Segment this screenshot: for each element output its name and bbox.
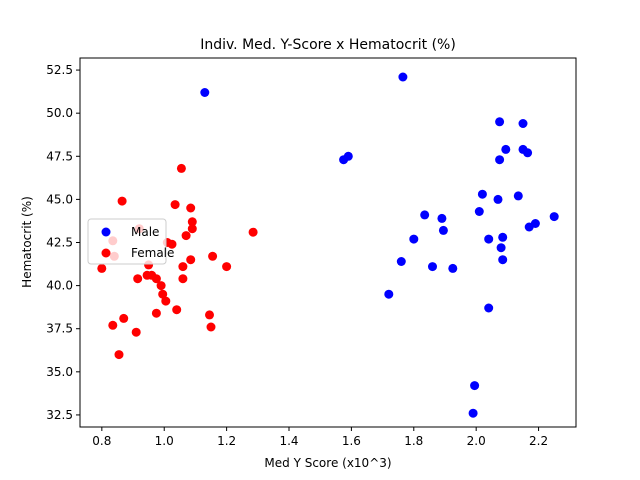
y-tick-label: 52.5 [46, 63, 73, 77]
female-point [158, 289, 168, 299]
x-tick-label: 1.2 [217, 434, 236, 448]
y-tick-label: 42.5 [46, 236, 73, 250]
male-point [484, 303, 494, 313]
male-point [518, 119, 528, 128]
y-axis-label: Hematocrit (%) [20, 196, 34, 288]
y-tick-label: 32.5 [46, 408, 73, 422]
male-point [420, 210, 430, 220]
female-point [187, 217, 197, 227]
male-point [468, 408, 478, 418]
female-point [172, 305, 182, 315]
legend-label-female: Female [131, 246, 174, 260]
male-point [501, 144, 511, 154]
male-point [495, 117, 505, 127]
female-point [156, 281, 166, 291]
male-point [343, 151, 353, 161]
y-tick-label: 50.0 [46, 106, 73, 120]
female-point [205, 310, 214, 320]
legend: Male Female [87, 218, 174, 265]
male-point [513, 191, 523, 201]
female-point [176, 163, 186, 173]
y-axis: 32.5 35.0 37.5 40.0 42.5 45.0 47.5 50.0 52.5 [46, 63, 80, 422]
y-tick-label: 47.5 [46, 149, 73, 163]
y-tick-label: 40.0 [46, 279, 73, 293]
female-point [206, 322, 216, 332]
female-point [178, 262, 188, 272]
female-point [151, 308, 161, 318]
x-tick-label: 1.4 [279, 434, 298, 448]
x-tick-label: 2.0 [467, 434, 486, 448]
female-point [108, 320, 118, 330]
male-point [437, 213, 447, 223]
male-point [470, 381, 480, 391]
y-tick-label: 35.0 [46, 365, 73, 379]
male-point [398, 72, 408, 82]
male-point [498, 232, 508, 242]
legend-marker-male [101, 227, 111, 237]
female-point [167, 239, 177, 249]
female-point [178, 274, 188, 284]
female-point [186, 255, 196, 265]
female-point [208, 251, 218, 261]
female-point [114, 350, 124, 360]
female-point [181, 231, 191, 241]
male-point [474, 207, 484, 216]
male-point [524, 222, 534, 232]
male-point [396, 257, 406, 266]
female-point [97, 263, 107, 273]
female-point [117, 196, 127, 206]
female-point [222, 262, 232, 272]
x-tick-label: 2.2 [529, 434, 548, 448]
male-point [484, 234, 494, 244]
x-axis: 0.8 1.0 1.2 1.4 1.6 1.8 2.0 2.2 [92, 427, 548, 448]
female-point [170, 200, 180, 210]
female-point [187, 224, 197, 234]
x-tick-label: 0.8 [92, 434, 111, 448]
y-tick-label: 45.0 [46, 192, 73, 206]
male-point [384, 289, 394, 299]
male-point [549, 212, 559, 222]
x-axis-label: Med Y Score (x10^3) [264, 456, 391, 470]
male-point [523, 148, 533, 158]
female-point [133, 274, 143, 284]
female-point [186, 203, 196, 213]
female-point [248, 227, 258, 237]
female-point [131, 327, 141, 337]
male-point [493, 194, 503, 204]
male-point [200, 88, 210, 97]
male-point [496, 243, 506, 253]
chart-title: Indiv. Med. Y-Score x Hematocrit (%) [200, 37, 456, 53]
female-point [119, 313, 129, 323]
male-point [495, 155, 505, 165]
x-tick-label: 1.8 [404, 434, 423, 448]
male-point [409, 234, 419, 244]
legend-label-male: Male [131, 225, 159, 239]
y-tick-label: 37.5 [46, 322, 73, 336]
male-point [428, 262, 437, 272]
male-point [477, 189, 487, 199]
male-point [438, 225, 448, 235]
plot-points [97, 72, 559, 418]
female-point [151, 274, 161, 284]
x-tick-label: 1.6 [342, 434, 361, 448]
x-tick-label: 1.0 [155, 434, 174, 448]
male-point [448, 263, 458, 273]
legend-marker-female [101, 248, 111, 258]
male-point [498, 255, 508, 265]
female-point [161, 296, 171, 306]
